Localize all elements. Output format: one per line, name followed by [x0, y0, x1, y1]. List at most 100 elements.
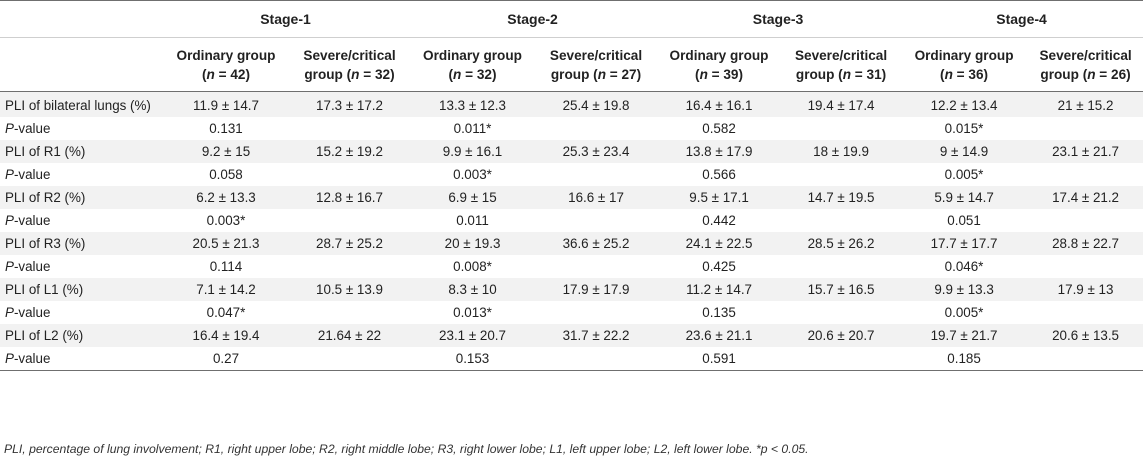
table-cell: 17.7 ± 17.7 — [900, 232, 1029, 255]
table-row: P-value 0.047* 0.013* 0.135 0.005* — [0, 301, 1143, 324]
table-cell: 13.8 ± 17.9 — [656, 140, 783, 163]
table-row: PLI of R3 (%) 20.5 ± 21.3 28.7 ± 25.2 20 ± … — [0, 232, 1143, 255]
table-cell: 23.6 ± 21.1 — [656, 324, 783, 347]
table-cell: 9.9 ± 13.3 — [900, 278, 1029, 301]
group-header: Severe/critical group (n = 32) — [290, 37, 410, 92]
table-cell — [536, 163, 656, 186]
table-cell: 18 ± 19.9 — [782, 140, 901, 163]
group-count-suffix: ) — [1126, 66, 1131, 82]
table-cell — [782, 301, 900, 324]
table-cell: 17.4 ± 21.2 — [1028, 186, 1143, 209]
table-cell — [290, 301, 409, 324]
table-cell: 9.5 ± 17.1 — [656, 186, 783, 209]
table-cell — [290, 163, 409, 186]
group-count-n: n — [453, 66, 462, 82]
table-cell — [782, 163, 900, 186]
row-label-rest: -value — [13, 121, 51, 136]
table-container: Stage-1 Stage-2 Stage-3 Stage-4 Ordinary… — [0, 0, 1143, 371]
table-cell: 28.8 ± 22.7 — [1028, 232, 1143, 255]
row-label: PLI of R1 (%) — [0, 140, 162, 163]
group-name: Severe/critical — [794, 47, 888, 63]
stage-header-row: Stage-1 Stage-2 Stage-3 Stage-4 — [0, 0, 1143, 38]
group-count-suffix: ) — [983, 66, 989, 82]
table-cell: 25.3 ± 23.4 — [536, 140, 657, 163]
corner-cell-2 — [0, 37, 162, 92]
row-label-italic: P — [5, 213, 14, 228]
table-cell: 14.7 ± 19.5 — [782, 186, 901, 209]
table-cell: 0.005* — [944, 167, 984, 182]
row-label: P-value — [0, 117, 162, 140]
group-name: Ordinary group — [914, 47, 1014, 63]
table-cell: 28.5 ± 26.2 — [782, 232, 901, 255]
stage-2-header: Stage-2 — [409, 0, 657, 38]
group-header-row: Ordinary group (n = 42) Severe/critical gr… — [0, 37, 1143, 92]
stage-3-header: Stage-3 — [656, 0, 901, 38]
group-header: Severe/critical group (n = 26) — [1028, 37, 1143, 92]
row-label: P-value — [0, 255, 162, 278]
group-count-suffix: ) — [491, 66, 497, 82]
table-cell: 21 ± 15.2 — [1028, 91, 1143, 117]
table-cell: 0.011 — [456, 213, 489, 228]
table-cell: 11.2 ± 14.7 — [656, 278, 783, 301]
row-label: PLI of R3 (%) — [0, 232, 162, 255]
group-count-n: n — [842, 66, 852, 82]
row-label: P-value — [0, 163, 162, 186]
table-cell: 16.6 ± 17 — [536, 186, 657, 209]
table-cell: 10.5 ± 13.9 — [290, 278, 410, 301]
table-cell: 0.008* — [453, 259, 492, 274]
table-cell: 9.9 ± 16.1 — [409, 140, 537, 163]
group-count-value: = 26 — [1095, 66, 1127, 82]
table-cell: 17.3 ± 17.2 — [290, 91, 410, 117]
table-cell — [782, 347, 901, 371]
table-cell — [536, 347, 657, 371]
group-count: (n = 42) — [162, 65, 290, 84]
group-count-prefix: group ( — [550, 66, 598, 82]
table-cell — [1028, 255, 1143, 278]
table-cell: 11.9 ± 14.7 — [162, 91, 290, 117]
group-count: (n = 39) — [656, 65, 782, 84]
table-cell: 36.6 ± 25.2 — [536, 232, 657, 255]
row-label: PLI of L2 (%) — [0, 324, 162, 347]
row-label-italic: P — [5, 121, 14, 136]
footnote-text: PLI, percentage of lung involvement; R1,… — [4, 442, 761, 456]
group-count-value: = 39 — [707, 66, 739, 82]
group-header: Severe/critical group (n = 31) — [782, 37, 901, 92]
table-cell — [1028, 163, 1143, 186]
group-count: group (n = 27) — [536, 65, 656, 84]
group-count: group (n = 32) — [290, 65, 409, 84]
group-count-value: = 36 — [952, 66, 984, 82]
group-count-suffix: ) — [881, 66, 887, 82]
row-label: PLI of L1 (%) — [0, 278, 162, 301]
table-cell: 0.013* — [453, 305, 492, 320]
table-cell: 0.003* — [206, 213, 246, 228]
group-count-value: = 32 — [461, 66, 492, 82]
pli-table: Stage-1 Stage-2 Stage-3 Stage-4 Ordinary… — [0, 0, 1143, 371]
table-cell — [782, 209, 900, 232]
group-header: Ordinary group (n = 42) — [162, 37, 290, 92]
table-cell — [1028, 301, 1143, 324]
table-cell: 0.051 — [947, 213, 981, 228]
table-cell: 0.011* — [453, 121, 492, 136]
group-count-n: n — [699, 66, 708, 82]
table-cell: 28.7 ± 25.2 — [290, 232, 410, 255]
table-cell — [290, 255, 409, 278]
row-label: P-value — [0, 301, 162, 324]
group-count-suffix: ) — [636, 66, 642, 82]
table-row: PLI of bilateral lungs (%) 11.9 ± 14.7 17.… — [0, 91, 1143, 117]
table-cell: 19.7 ± 21.7 — [900, 324, 1029, 347]
table-cell: 20.6 ± 20.7 — [782, 324, 901, 347]
table-cell: 0.058 — [209, 167, 243, 182]
group-count: (n = 36) — [900, 65, 1028, 84]
table-cell — [536, 301, 656, 324]
table-cell: 25.4 ± 19.8 — [536, 91, 657, 117]
table-cell — [536, 117, 656, 140]
group-count-n: n — [1087, 66, 1096, 82]
group-name: Severe/critical — [1039, 47, 1132, 63]
table-cell — [782, 255, 900, 278]
stage-1-header: Stage-1 — [162, 0, 410, 38]
group-header: Ordinary group (n = 39) — [656, 37, 783, 92]
table-cell: 6.2 ± 13.3 — [162, 186, 290, 209]
table-cell — [1028, 117, 1143, 140]
row-label-rest: -value — [13, 305, 51, 320]
row-label-rest: -value — [13, 167, 51, 182]
